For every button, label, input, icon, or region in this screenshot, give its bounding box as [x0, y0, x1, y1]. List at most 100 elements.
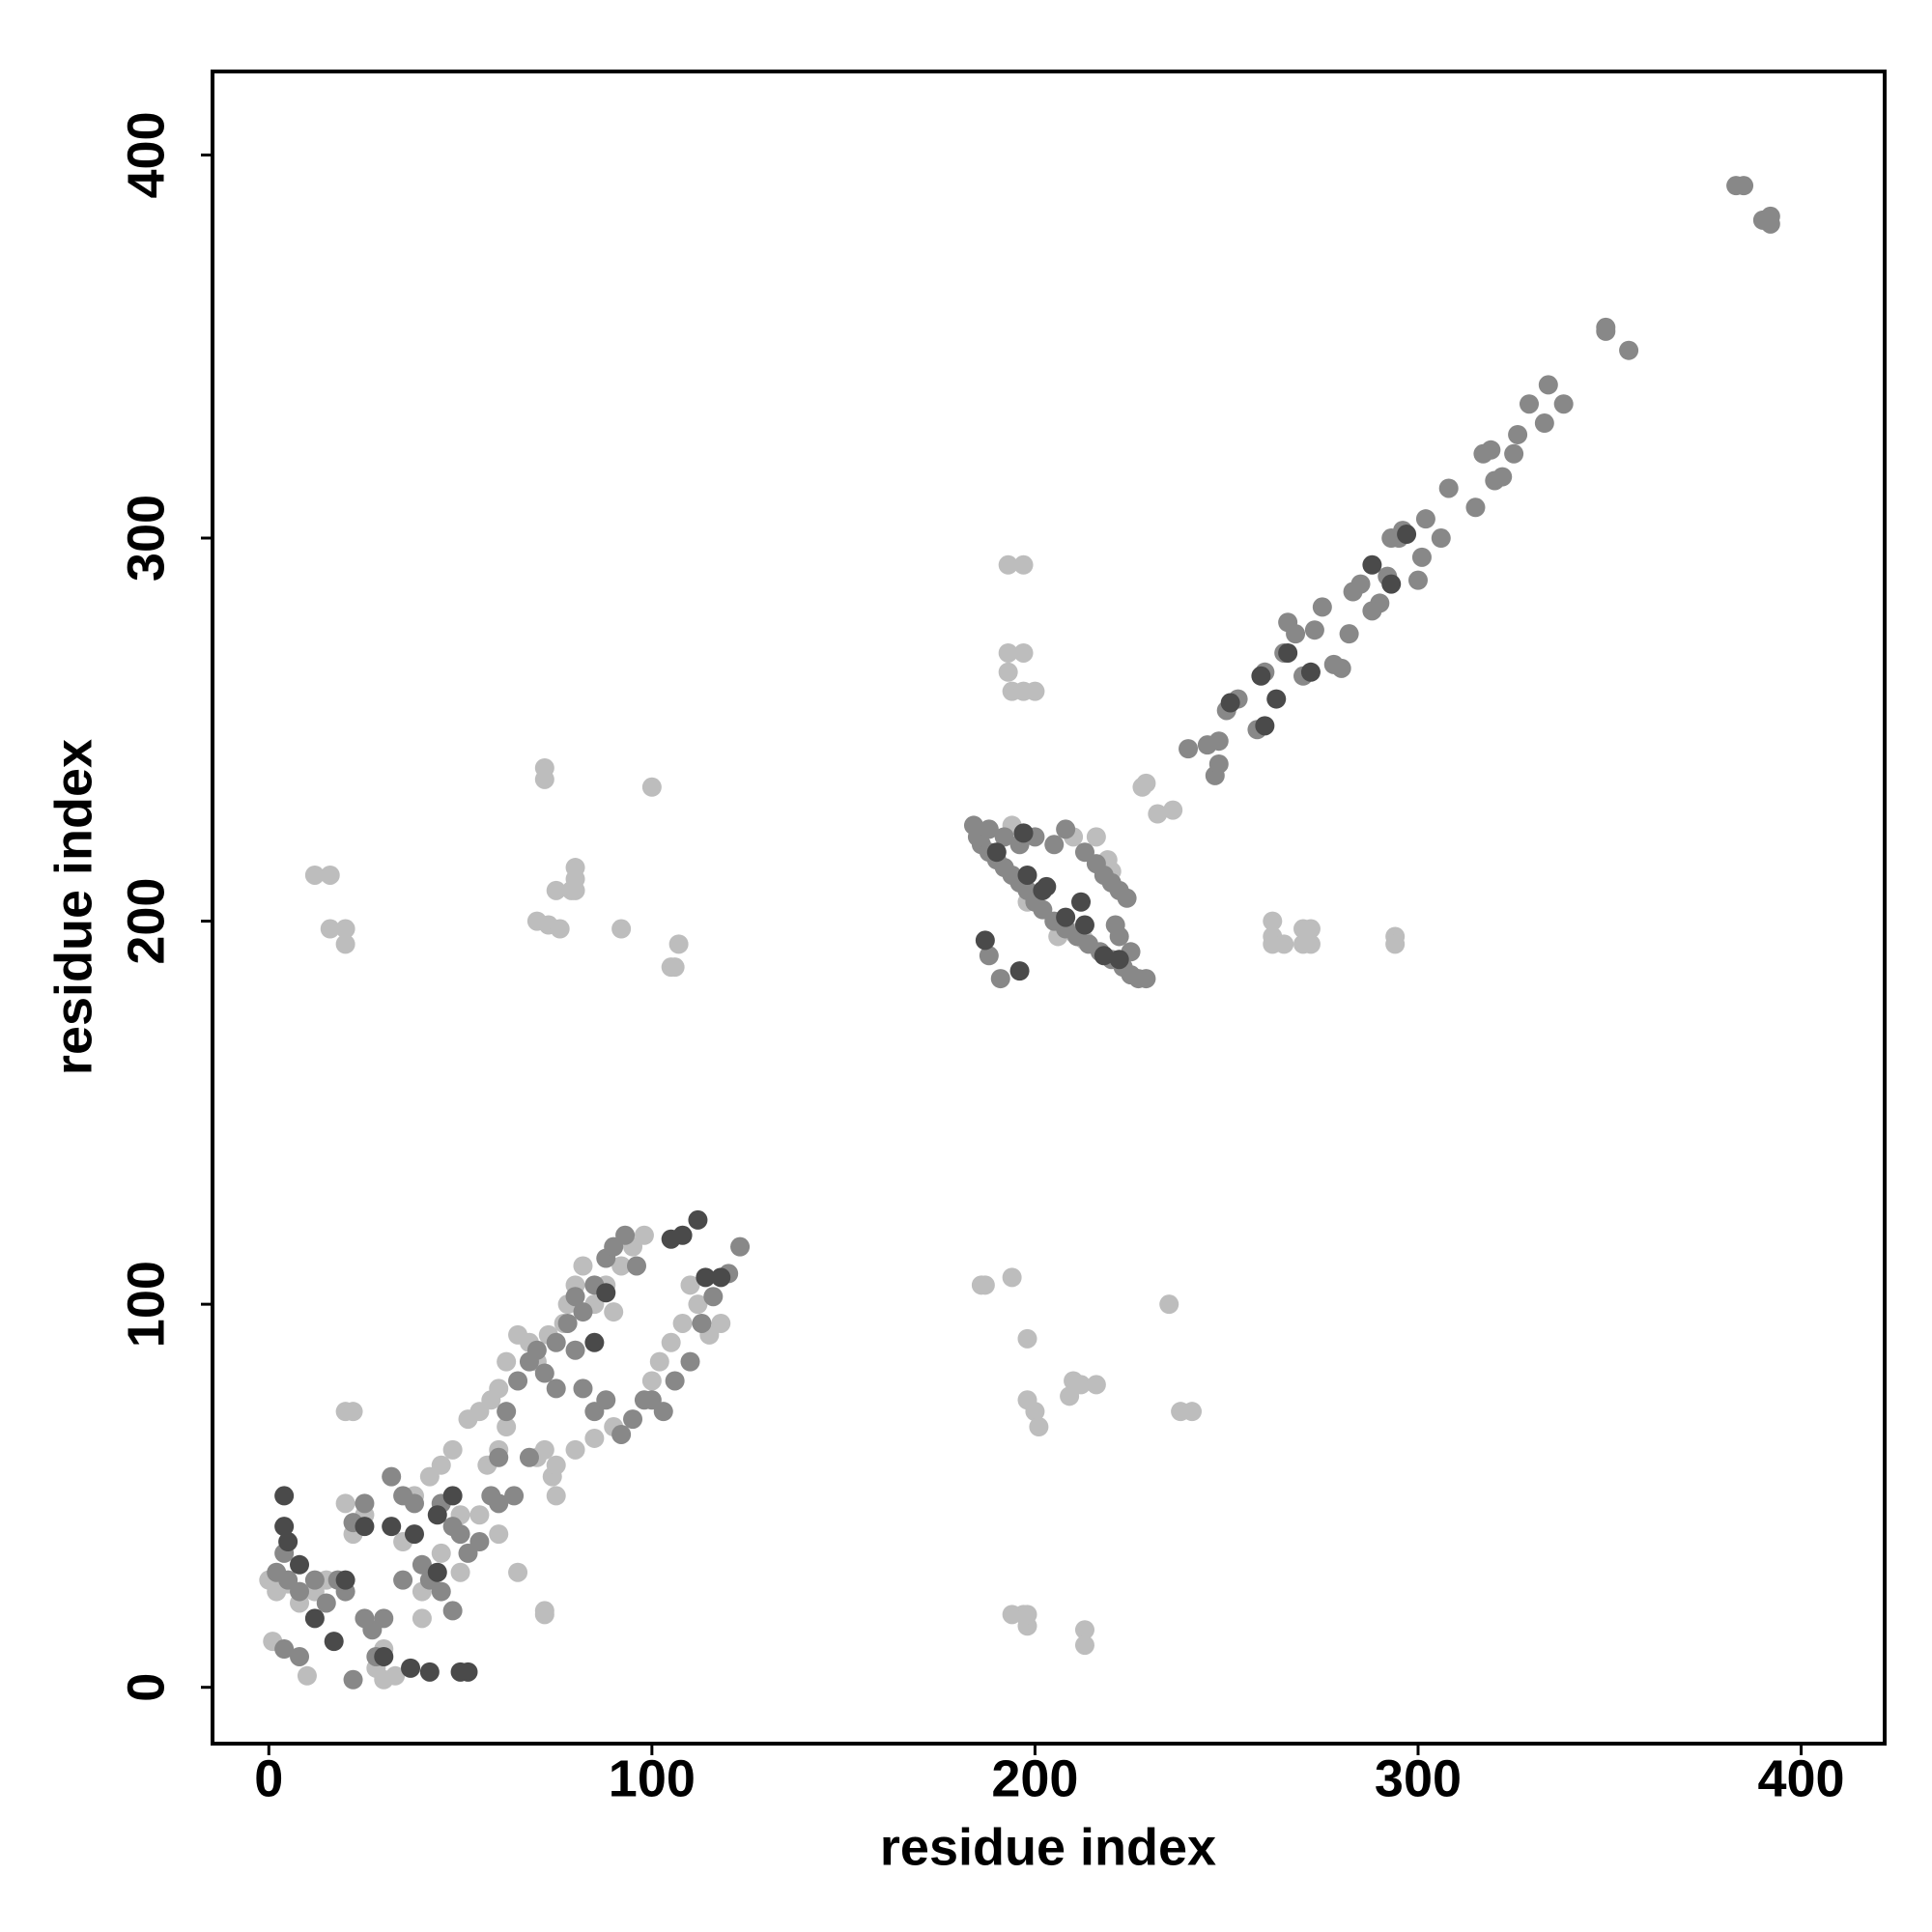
point [1056, 907, 1076, 927]
point [1508, 424, 1528, 444]
point [385, 1665, 406, 1686]
point [526, 1340, 547, 1360]
y-tick-label: 0 [117, 1673, 175, 1702]
point [304, 1608, 325, 1629]
point [653, 1402, 673, 1422]
point [665, 957, 685, 978]
point [519, 1447, 539, 1467]
point [990, 969, 1010, 989]
point [626, 1256, 646, 1276]
point [634, 1390, 654, 1410]
point [604, 1302, 624, 1322]
point [661, 1332, 681, 1352]
y-tick-label: 300 [117, 495, 175, 582]
point [584, 1332, 605, 1352]
point [641, 777, 662, 797]
point [1263, 911, 1283, 931]
point [1286, 624, 1306, 644]
point [696, 1267, 716, 1288]
point [1074, 1620, 1094, 1640]
point [1071, 1375, 1092, 1395]
point [565, 880, 585, 900]
point [412, 1554, 432, 1575]
point [442, 1601, 463, 1621]
point [304, 1570, 325, 1590]
point [1025, 1402, 1045, 1422]
point [1339, 624, 1359, 644]
point [290, 1581, 310, 1602]
point [316, 1593, 336, 1613]
point [546, 1486, 566, 1506]
point [615, 1225, 636, 1245]
point [1266, 689, 1287, 709]
point [711, 1267, 731, 1288]
point [573, 1378, 593, 1399]
point [730, 1236, 751, 1257]
point [335, 1570, 355, 1590]
point [1492, 467, 1513, 487]
point [672, 1313, 693, 1333]
point [274, 1639, 295, 1660]
point [534, 1363, 554, 1383]
point [1017, 865, 1037, 885]
point [431, 1543, 451, 1563]
point [623, 1409, 643, 1430]
point [565, 1439, 585, 1460]
point [1159, 1294, 1179, 1315]
point [680, 1275, 700, 1295]
point [634, 1225, 654, 1245]
point [469, 1505, 490, 1525]
point [489, 1493, 509, 1514]
point [320, 919, 340, 939]
point [1148, 804, 1168, 824]
point [1370, 593, 1390, 613]
point [1538, 375, 1558, 395]
point [1255, 716, 1275, 736]
point [497, 1417, 517, 1437]
x-tick-label: 200 [991, 1749, 1078, 1807]
point [596, 1390, 616, 1410]
point [1009, 961, 1030, 981]
point [1504, 443, 1524, 464]
point [998, 642, 1018, 663]
point [274, 1486, 295, 1506]
point [497, 1402, 517, 1422]
point [1411, 547, 1432, 567]
point [1312, 597, 1332, 617]
x-tick-label: 0 [254, 1749, 283, 1807]
point [994, 827, 1014, 847]
point [290, 1646, 310, 1666]
point [1017, 1605, 1037, 1625]
point [611, 919, 632, 939]
point [1074, 1635, 1094, 1656]
x-tick-label: 300 [1375, 1749, 1462, 1807]
point [1553, 394, 1574, 414]
point [1481, 440, 1501, 460]
point [1220, 693, 1240, 713]
point [1397, 525, 1417, 545]
point [1013, 554, 1034, 575]
point [304, 865, 325, 885]
point [404, 1493, 424, 1514]
x-tick-label: 400 [1757, 1749, 1844, 1807]
point [431, 1581, 451, 1602]
point [404, 1524, 424, 1545]
point [703, 1287, 724, 1307]
point [1362, 554, 1382, 575]
point [680, 1351, 700, 1372]
point [649, 1351, 669, 1372]
point [692, 1313, 712, 1333]
point [1304, 620, 1324, 640]
point [497, 1351, 517, 1372]
point [1071, 892, 1092, 912]
x-axis-title: residue index [880, 1818, 1216, 1876]
point [1407, 570, 1428, 590]
point [1025, 681, 1045, 701]
point [1519, 394, 1539, 414]
point [986, 842, 1007, 863]
point [979, 946, 999, 966]
point [611, 1424, 632, 1444]
point [596, 1283, 616, 1303]
